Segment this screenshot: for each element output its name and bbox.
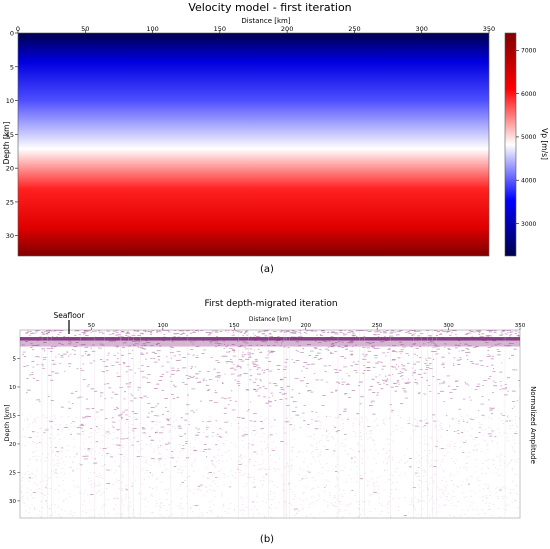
colorbar-tick-label: 6000 xyxy=(521,91,536,98)
chart-b-xlabel: Distance [km] xyxy=(249,316,291,323)
chart-a-colorbar xyxy=(504,32,517,257)
y-tick-label: 15 xyxy=(6,131,14,139)
seafloor-annotation: Seafloor xyxy=(54,311,86,320)
x-tick-label: 50 xyxy=(88,323,95,329)
y-tick-label: 5 xyxy=(13,356,17,362)
chart-b-x-ticks: 50 100 150 200 250 300 350 xyxy=(88,323,526,330)
colorbar-tick-label: 7000 xyxy=(521,48,536,55)
colorbar-tick-label: 5000 xyxy=(521,134,536,141)
chart-a-colorbar-ticks: 3000 4000 5000 6000 7000 xyxy=(516,48,536,228)
chart-b-ylabel: Depth [km] xyxy=(3,404,11,441)
chart-a-colorbar-label: Vp [m/s] xyxy=(540,128,549,160)
x-tick-label: 250 xyxy=(348,25,360,33)
chart-b-colorbar-label: Normalized Amplitude xyxy=(529,386,537,464)
x-tick-label: 300 xyxy=(416,25,428,33)
x-tick-label: 100 xyxy=(146,25,158,33)
y-tick-label: 10 xyxy=(6,97,14,105)
colorbar-tick-label: 3000 xyxy=(521,221,536,228)
chart-a-y-ticks: 0 5 10 15 20 25 30 xyxy=(6,30,18,240)
y-tick-label: 15 xyxy=(9,413,16,419)
seafloor-reflector xyxy=(20,337,520,341)
x-tick-label: 350 xyxy=(515,323,526,329)
caption-a: (a) xyxy=(260,264,274,275)
chart-a-title: Velocity model - first iteration xyxy=(188,1,351,14)
chart-b-reflectivity xyxy=(20,330,520,518)
x-tick-label: 250 xyxy=(372,323,383,329)
colorbar-tick-label: 4000 xyxy=(521,178,536,185)
chart-a-velocity-field xyxy=(17,32,490,257)
y-tick-label: 10 xyxy=(9,385,16,391)
chart-a-xlabel: Distance [km] xyxy=(241,17,290,25)
x-tick-label: 0 xyxy=(16,25,20,33)
x-tick-label: 150 xyxy=(214,25,226,33)
x-tick-label: 300 xyxy=(443,323,454,329)
x-tick-label: 200 xyxy=(300,323,311,329)
y-tick-label: 30 xyxy=(9,499,16,505)
chart-a-x-ticks: 0 50 100 150 200 250 300 350 xyxy=(16,25,495,33)
y-tick-label: 0 xyxy=(10,30,14,38)
y-tick-label: 20 xyxy=(6,165,14,173)
x-tick-label: 150 xyxy=(229,323,240,329)
x-tick-label: 100 xyxy=(158,323,169,329)
y-tick-label: 5 xyxy=(10,63,14,71)
shallow-reflectors xyxy=(20,340,520,347)
x-tick-label: 350 xyxy=(483,25,495,33)
x-tick-label: 200 xyxy=(281,25,293,33)
x-tick-label: 50 xyxy=(81,25,89,33)
caption-b: (b) xyxy=(260,534,274,545)
chart-b-y-ticks: 5 10 15 20 25 30 xyxy=(9,356,20,505)
y-tick-label: 25 xyxy=(6,198,14,206)
y-tick-label: 20 xyxy=(9,442,16,448)
chart-b-title: First depth-migrated iteration xyxy=(204,299,337,309)
y-tick-label: 30 xyxy=(6,232,14,240)
y-tick-label: 25 xyxy=(9,470,16,476)
chart-a-ylabel: Depth [km] xyxy=(2,122,11,165)
